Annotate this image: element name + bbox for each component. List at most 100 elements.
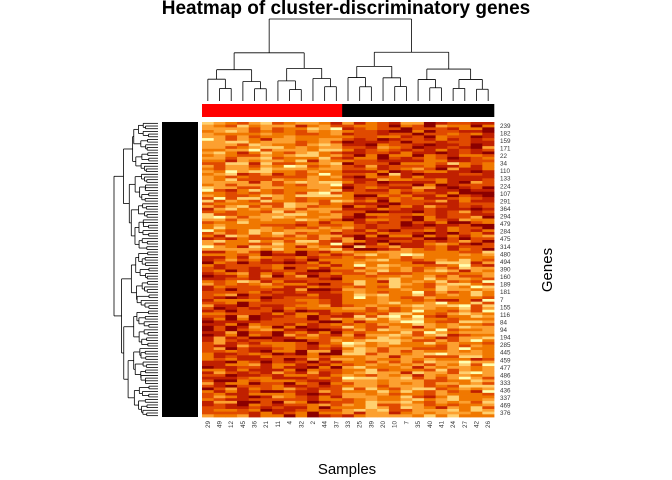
column-group-bar	[342, 104, 495, 117]
heatmap-cell	[353, 398, 366, 402]
heatmap-cell	[353, 331, 366, 335]
heatmap-cell	[272, 191, 285, 195]
heatmap-cell	[295, 317, 308, 321]
row-tick-label: 333	[500, 380, 511, 387]
heatmap-cell	[377, 210, 390, 214]
heatmap-cell	[237, 197, 250, 201]
heatmap-cell	[237, 231, 250, 236]
heatmap-cell	[307, 376, 320, 380]
heatmap-cell	[482, 213, 495, 217]
heatmap-cell	[353, 379, 366, 383]
heatmap-cell	[365, 138, 378, 142]
heatmap-cell	[237, 148, 250, 152]
heatmap-cell	[202, 143, 215, 147]
heatmap-cell	[377, 272, 390, 276]
heatmap-cell	[295, 248, 308, 252]
heatmap-cell	[225, 221, 238, 225]
row-tick-label: 160	[500, 274, 511, 281]
heatmap-cell	[342, 312, 355, 316]
heatmap-cell	[202, 382, 215, 386]
column-tick-label: 2	[310, 421, 317, 425]
heatmap-cell	[400, 231, 413, 236]
heatmap-cell	[272, 127, 285, 131]
heatmap-cell	[307, 127, 320, 131]
heatmap-cell	[353, 264, 366, 268]
heatmap-cell	[423, 186, 436, 190]
heatmap-cell	[225, 189, 238, 193]
heatmap-cell	[447, 264, 460, 268]
heatmap-cell	[447, 266, 460, 270]
heatmap-cell	[458, 282, 472, 286]
heatmap-cell	[307, 307, 320, 311]
heatmap-cell	[377, 154, 390, 158]
heatmap-cell	[435, 355, 448, 359]
heatmap-cell	[330, 315, 343, 319]
heatmap-cell	[365, 349, 378, 354]
heatmap-cell	[213, 374, 226, 378]
heatmap-cell	[342, 156, 355, 160]
heatmap-cell	[353, 285, 366, 289]
heatmap-cell	[365, 258, 378, 262]
heatmap-cell	[377, 138, 390, 142]
heatmap-cell	[330, 349, 343, 354]
heatmap-cell	[353, 411, 366, 415]
heatmap-cell	[260, 170, 273, 174]
heatmap-cell	[400, 218, 413, 222]
heatmap-cell	[470, 366, 483, 370]
heatmap-cell	[213, 272, 226, 276]
heatmap-cell	[470, 221, 483, 225]
heatmap-cell	[400, 336, 413, 340]
heatmap-cell	[213, 307, 226, 311]
heatmap-cell	[225, 379, 238, 383]
heatmap-cell	[283, 154, 296, 158]
heatmap-cell	[202, 344, 215, 348]
heatmap-cell	[307, 240, 320, 244]
heatmap-cell	[423, 320, 436, 324]
heatmap-cell	[237, 181, 250, 185]
heatmap-cell	[307, 210, 320, 214]
heatmap-cell	[283, 194, 296, 198]
heatmap-cell	[272, 248, 285, 252]
heatmap-cell	[213, 339, 226, 343]
heatmap-cell	[400, 376, 413, 380]
heatmap-cell	[470, 341, 483, 345]
heatmap-cell	[342, 323, 355, 327]
heatmap-cell	[318, 181, 331, 185]
heatmap-cell	[272, 414, 285, 418]
heatmap-cell	[213, 240, 226, 244]
heatmap-cell	[400, 341, 413, 345]
heatmap-cell	[458, 325, 472, 329]
heatmap-cell	[435, 250, 448, 254]
heatmap-cell	[353, 341, 366, 345]
heatmap-cell	[260, 178, 273, 182]
heatmap-cell	[330, 352, 343, 356]
heatmap-cell	[435, 226, 448, 230]
heatmap-cell	[377, 406, 390, 410]
heatmap-cell	[295, 202, 308, 206]
heatmap-cell	[202, 414, 215, 418]
heatmap-cell	[248, 199, 261, 203]
heatmap-cell	[213, 333, 226, 337]
heatmap-cell	[272, 395, 285, 399]
heatmap-cell	[225, 213, 238, 217]
heatmap-cell	[482, 374, 495, 378]
heatmap-cell	[237, 360, 250, 364]
heatmap-cell	[213, 392, 226, 396]
heatmap-cell	[470, 288, 483, 292]
heatmap-cell	[365, 248, 378, 252]
heatmap-cell	[237, 124, 250, 128]
heatmap-cell	[237, 406, 250, 410]
heatmap-cell	[388, 288, 401, 292]
heatmap-cell	[423, 299, 436, 303]
heatmap-cell	[365, 366, 378, 370]
heatmap-cell	[330, 320, 343, 324]
heatmap-cell	[283, 159, 296, 163]
heatmap-cell	[272, 264, 285, 268]
heatmap-cell	[400, 240, 413, 244]
heatmap-cell	[353, 261, 366, 265]
heatmap-cell	[353, 197, 366, 201]
heatmap-cell	[295, 264, 308, 268]
heatmap-cell	[377, 336, 390, 340]
heatmap-cell	[225, 226, 238, 230]
heatmap-cell	[435, 414, 448, 418]
